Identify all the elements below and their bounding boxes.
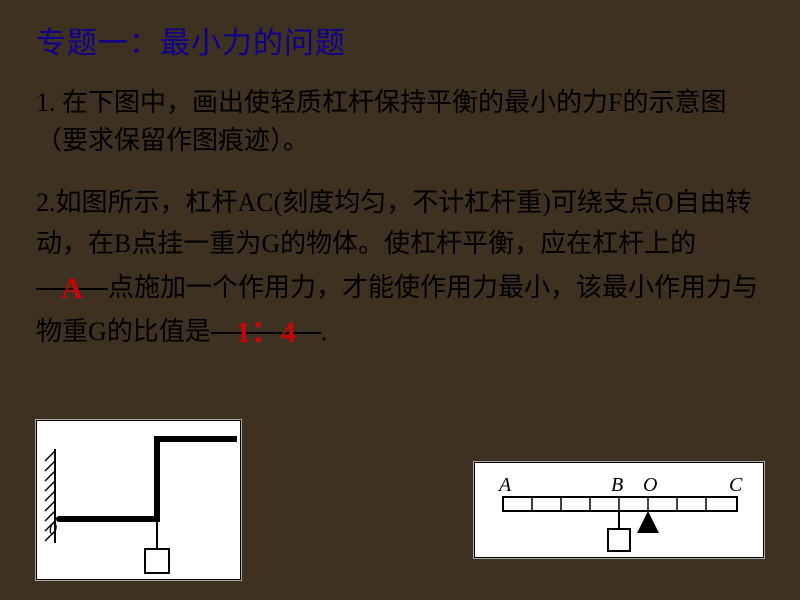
q2-part3: . xyxy=(321,317,328,346)
q2-part1: 2.如图所示，杠杆AC(刻度均匀，不计杠杆重)可绕支点O自由转动，在B点挂一重为… xyxy=(36,188,752,257)
question-2-text: 2.如图所示，杠杆AC(刻度均匀，不计杠杆重)可绕支点O自由转动，在B点挂一重为… xyxy=(36,183,764,352)
q2-part2: 点施加一个作用力，才能使作用力最小，该最小作用力与物重G的比值是 xyxy=(36,273,758,346)
fig2-label-O: O xyxy=(643,474,657,496)
fig1-label-O: 0 xyxy=(49,521,57,538)
question-1-text: 1. 在下图中，画出使轻质杠杆保持平衡的最小的力F的示意图（要求保留作图痕迹）。 xyxy=(36,84,764,159)
fig2-label-C: C xyxy=(729,474,743,496)
q2-blank-2: 1：4 xyxy=(211,308,321,334)
figure-2-lever-AC: A B O C xyxy=(474,462,764,558)
q2-answer-1: A xyxy=(61,272,83,305)
fig2-label-B: B xyxy=(611,474,623,496)
page-title: 专题一：最小力的问题 xyxy=(36,18,764,62)
figure-1-lever: 0 xyxy=(36,420,241,580)
q2-blank-1: A xyxy=(36,264,108,290)
fig2-label-A: A xyxy=(497,474,512,496)
q2-answer-2: 1：4 xyxy=(236,316,296,349)
